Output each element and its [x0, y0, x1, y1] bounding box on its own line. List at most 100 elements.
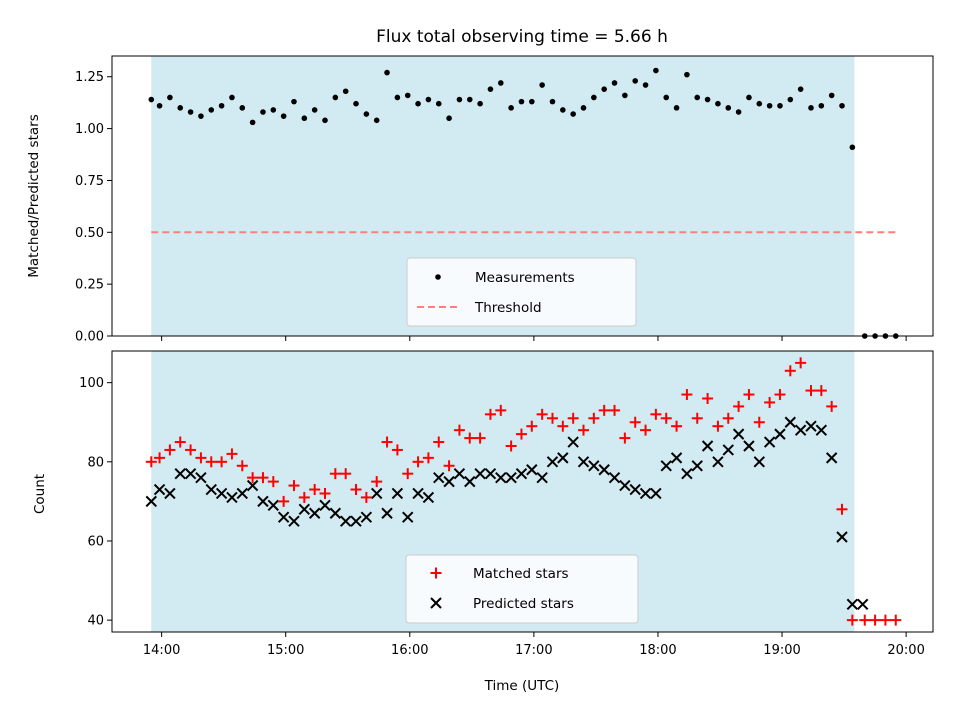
predicted-star-point: [743, 440, 755, 452]
predicted-star-point: [350, 515, 362, 527]
predicted-star-point: [402, 511, 414, 523]
matched-star-point: [247, 472, 259, 484]
measurement-point: [167, 94, 173, 101]
matched-star-point: [815, 385, 827, 397]
matched-star-point: [174, 436, 186, 448]
measurement-point: [746, 94, 752, 101]
predicted-star-point: [360, 511, 373, 523]
measurement-point: [704, 96, 711, 103]
measurement-point: [797, 86, 804, 92]
legend-label-matched: Matched stars: [473, 566, 569, 582]
predicted-star-point: [381, 507, 393, 519]
matched-star-point: [267, 476, 279, 488]
measurement-point: [642, 82, 649, 88]
predicted-star-point: [236, 487, 248, 500]
x-tick-label: 15:00: [267, 643, 304, 658]
matched-star-point: [464, 432, 476, 444]
predicted-star-point: [412, 487, 424, 500]
top-x-ticks: [161, 336, 907, 341]
y-tick-label: 0.75: [75, 174, 104, 189]
matched-star-point: [298, 491, 310, 503]
predicted-star-point: [205, 483, 217, 496]
matched-star-point: [619, 432, 631, 444]
measurement-point: [363, 111, 370, 117]
measurement-point: [156, 102, 163, 109]
predicted-star-point: [474, 467, 486, 480]
predicted-star-point: [815, 424, 828, 436]
measurement-point: [580, 105, 587, 111]
matched-star-point: [733, 400, 745, 412]
predicted-star-point: [215, 487, 228, 500]
measurement-point: [715, 100, 721, 107]
predicted-star-point: [174, 467, 186, 480]
measurement-point: [435, 100, 442, 107]
matched-star-point: [890, 614, 902, 626]
matched-star-point: [536, 408, 548, 420]
predicted-star-point: [660, 460, 672, 472]
bottom-legend: Matched stars Predicted stars: [405, 554, 639, 624]
bottom-x-ticks: 14:00 15:00 16:00 17:00 18:00 19:00 20:00: [143, 632, 925, 658]
top-y-axis-label: Matched/Predicted stars: [26, 114, 42, 277]
predicted-star-point: [453, 467, 466, 480]
bottom-panel: 40 60 80 100 14:00 15:00 16:00 17:00 18:00 19:00…: [32, 350, 934, 694]
matched-star-point: [660, 412, 672, 424]
matched-star-point: [826, 400, 838, 412]
measurement-point: [477, 100, 483, 107]
matched-star-point: [859, 614, 871, 626]
predicted-star-point: [226, 491, 238, 504]
y-tick-label: 40: [87, 614, 104, 629]
x-tick-label: 20:00: [887, 643, 924, 658]
measurement-point: [291, 98, 297, 105]
top-y-ticks: 0.00 0.25 0.50 0.75 1.00 1.25: [75, 70, 112, 345]
predicted-star-point: [805, 420, 817, 432]
predicted-star-point: [484, 467, 497, 480]
legend-x-marker: [430, 597, 442, 609]
measurement-point: [353, 100, 359, 107]
predicted-star-point: [433, 471, 445, 484]
matched-star-point: [422, 452, 434, 464]
measurement-point: [270, 107, 277, 113]
measurement-point: [446, 115, 452, 122]
predicted-star-point: [288, 515, 300, 527]
matched-star-point: [319, 487, 331, 499]
predicted-star-point: [712, 456, 724, 468]
bottom-matched-points: [145, 357, 902, 626]
measurement-point: [198, 113, 204, 119]
measurement-point: [332, 94, 339, 101]
measurement-point: [229, 94, 235, 101]
matched-star-point: [598, 404, 610, 416]
bottom-predicted-points: [145, 416, 869, 611]
measurement-point: [560, 107, 566, 113]
measurement-point: [466, 96, 473, 103]
y-tick-label: 0.50: [75, 226, 104, 241]
predicted-star-point: [784, 416, 797, 428]
matched-star-point: [764, 396, 776, 408]
predicted-star-point: [650, 487, 662, 500]
predicted-star-point: [526, 464, 538, 476]
predicted-star-point: [794, 424, 807, 436]
matched-star-point: [185, 444, 197, 456]
matched-star-point: [412, 456, 424, 468]
matched-star-point: [329, 468, 341, 480]
legend-dot-marker: [435, 274, 441, 280]
measurement-point: [694, 94, 701, 101]
matched-star-point: [691, 412, 703, 424]
predicted-star-point: [464, 475, 476, 488]
top-legend: Measurements Threshold: [406, 257, 637, 327]
predicted-star-point: [339, 515, 352, 527]
x-tick-label: 14:00: [143, 643, 180, 658]
measurement-point: [322, 117, 328, 124]
measurement-point: [249, 119, 256, 126]
measurement-point: [673, 105, 680, 111]
matched-star-point: [371, 476, 383, 488]
matched-star-point: [702, 392, 714, 404]
matched-star-point: [484, 408, 496, 420]
x-tick-label: 19:00: [763, 643, 800, 658]
predicted-star-point: [670, 452, 683, 464]
predicted-star-point: [246, 479, 259, 492]
measurement-point: [384, 69, 390, 76]
predicted-star-point: [763, 436, 776, 448]
matched-star-point: [515, 428, 527, 440]
measurement-point: [218, 102, 225, 109]
matched-star-point: [774, 389, 786, 401]
